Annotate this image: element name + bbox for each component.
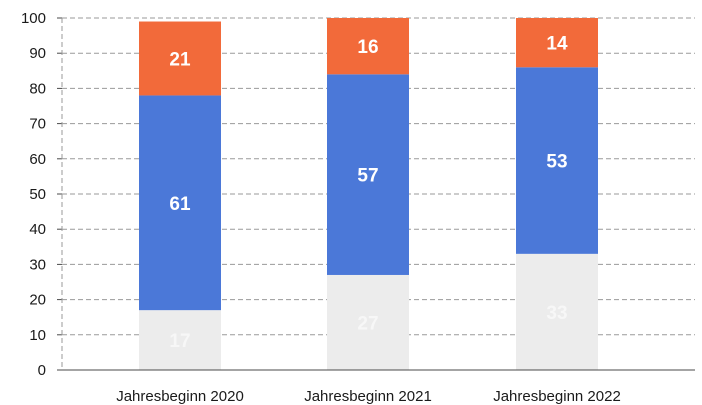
data-label-0-2: 33 <box>546 303 567 324</box>
bar-segment-1-2 <box>516 67 598 254</box>
data-label-0-1: 27 <box>357 313 378 334</box>
bar-segment-2-2 <box>516 18 598 68</box>
bar-segment-0-2 <box>516 253 598 370</box>
y-tick-label: 40 <box>29 221 46 238</box>
label-layer: 17 61 21 Jahresbeginn 2020 27 57 16 Jahresbegin… <box>116 34 621 405</box>
x-category-label: Jahresbeginn 2022 <box>493 388 621 405</box>
data-label-2-1: 16 <box>357 37 378 58</box>
data-label-1-0: 61 <box>169 194 191 215</box>
bar-segment-2-0 <box>139 21 221 96</box>
data-label-0-0: 17 <box>169 331 190 352</box>
y-tick-label: 90 <box>29 45 46 62</box>
data-label-2-2: 14 <box>546 34 568 55</box>
bar-segment-1-0 <box>139 95 221 311</box>
bar-segment-0-0 <box>139 310 221 370</box>
bar-segment-1-1 <box>327 74 409 275</box>
y-tick-label: 80 <box>29 80 46 97</box>
bar-segment-2-1 <box>327 18 409 75</box>
y-tick-label: 50 <box>29 186 46 203</box>
axis-layer: 0 10 20 30 40 50 60 70 80 90 100 <box>21 10 695 379</box>
data-label-1-1: 57 <box>357 166 378 187</box>
bar-layer <box>139 18 598 370</box>
y-tick-label: 20 <box>29 292 46 309</box>
bar-segment-0-1 <box>327 274 409 370</box>
x-category-label: Jahresbeginn 2020 <box>116 388 244 405</box>
y-tick-label: 100 <box>21 10 46 27</box>
y-tick-label: 30 <box>29 256 46 273</box>
data-label-1-2: 53 <box>546 152 567 173</box>
y-tick-label: 60 <box>29 151 46 168</box>
y-tick-label: 70 <box>29 116 46 133</box>
y-tick-label: 0 <box>38 362 46 379</box>
x-category-label: Jahresbeginn 2021 <box>304 388 432 405</box>
y-tick-label: 10 <box>29 327 46 344</box>
data-label-2-0: 21 <box>169 49 191 70</box>
